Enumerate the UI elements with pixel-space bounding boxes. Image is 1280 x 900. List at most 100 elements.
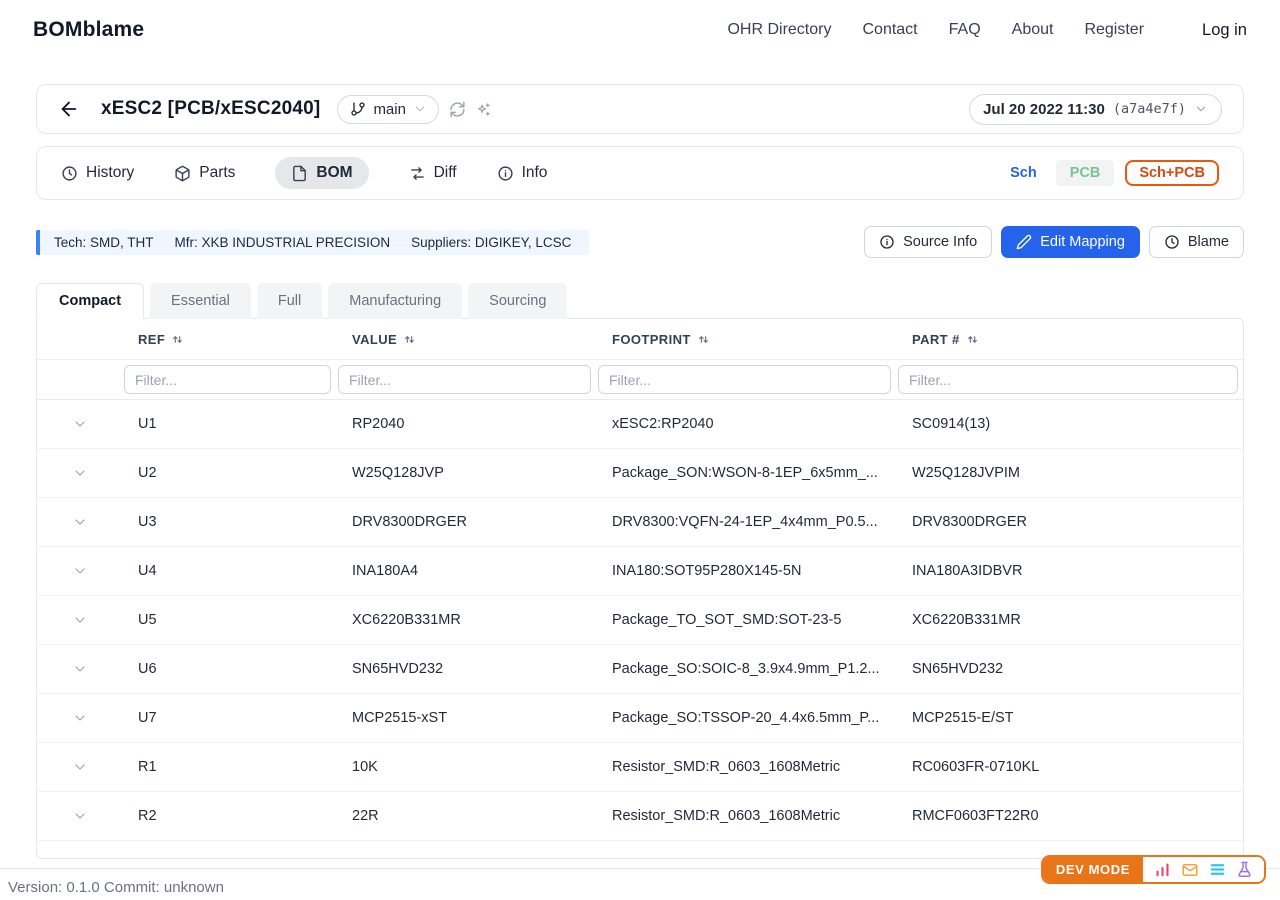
- table-row: U4 INA180A4 INA180:SOT95P280X145-5N INA1…: [37, 547, 1243, 596]
- cell-value: 22R: [352, 808, 379, 824]
- cell-part: RMCF0603FT22R0: [896, 857, 1243, 858]
- view-tab-sourcing[interactable]: Sourcing: [468, 283, 568, 319]
- blame-button[interactable]: Blame: [1148, 226, 1244, 258]
- sort-icon[interactable]: [697, 333, 710, 346]
- info-icon: [880, 235, 894, 249]
- branch-selector[interactable]: main: [337, 94, 439, 124]
- branch-name: main: [373, 100, 406, 118]
- ref-filter-input[interactable]: [124, 365, 331, 394]
- project-header-card: xESC2 [PCB/xESC2040] main Jul 20 2022 11…: [36, 84, 1244, 134]
- action-buttons: Source Info Edit Mapping Blame: [864, 226, 1244, 258]
- row-expand-chevron-icon[interactable]: [37, 465, 122, 481]
- info-icon: [497, 165, 513, 181]
- cell-footprint: xESC2:RP2040: [612, 416, 714, 432]
- meta-row: Tech: SMD, THT Mfr: XKB INDUSTRIAL PRECI…: [36, 226, 1244, 258]
- table-row: U2 W25Q128JVP Package_SON:WSON-8-1EP_6x5…: [37, 449, 1243, 498]
- pcb-view-button[interactable]: PCB: [1055, 160, 1115, 186]
- cell-part: W25Q128JVPIM: [912, 465, 1020, 481]
- cell-value: SN65HVD232: [352, 661, 444, 677]
- row-expand-chevron-icon[interactable]: [37, 759, 122, 775]
- cell-footprint: Resistor_SMD:R_0603_1608Metric: [596, 857, 896, 858]
- row-expand-chevron-icon[interactable]: [37, 514, 122, 530]
- cell-part: DRV8300DRGER: [912, 514, 1027, 530]
- tab-history[interactable]: History: [61, 157, 134, 189]
- top-nav: BOMblame OHR Directory Contact FAQ About…: [0, 0, 1280, 60]
- view-tab-compact[interactable]: Compact: [36, 283, 145, 319]
- view-tab-essential[interactable]: Essential: [150, 283, 251, 319]
- nav-link-contact[interactable]: Contact: [862, 21, 918, 38]
- column-header-value[interactable]: VALUE: [336, 332, 596, 347]
- tab-diff[interactable]: Diff: [409, 157, 457, 189]
- cell-footprint: Package_TO_SOT_SMD:SOT-23-5: [612, 612, 842, 628]
- sch-pcb-view-button[interactable]: Sch+PCB: [1125, 160, 1219, 186]
- row-expand-chevron-icon[interactable]: [37, 612, 122, 628]
- view-tab-manufacturing[interactable]: Manufacturing: [328, 283, 463, 319]
- row-expand-chevron-icon[interactable]: [37, 808, 122, 824]
- refresh-icon[interactable]: [449, 101, 466, 118]
- cell-part: INA180A3IDBVR: [912, 563, 1023, 579]
- sch-view-button[interactable]: Sch: [1010, 165, 1037, 181]
- table-row: U1 RP2040 xESC2:RP2040 SC0914(13): [37, 400, 1243, 449]
- cell-part: SC0914(13): [912, 416, 991, 432]
- back-arrow-icon[interactable]: [58, 98, 80, 120]
- pencil-icon: [1016, 234, 1032, 250]
- cell-ref: U6: [138, 661, 157, 677]
- cell-ref: U2: [138, 465, 157, 481]
- nav-link-ohr-directory[interactable]: OHR Directory: [727, 21, 832, 38]
- footprint-filter-input[interactable]: [598, 365, 891, 394]
- row-expand-chevron-icon[interactable]: [37, 710, 122, 726]
- file-icon: [293, 165, 307, 181]
- envelope-icon[interactable]: [1181, 861, 1199, 879]
- row-expand-chevron-icon[interactable]: [37, 661, 122, 677]
- row-expand-chevron-icon[interactable]: [37, 857, 122, 858]
- cell-footprint: Resistor_SMD:R_0603_1608Metric: [612, 808, 841, 824]
- section-tabs: History Parts BOM Diff Info: [61, 157, 547, 189]
- stacked-lines-icon[interactable]: [1209, 861, 1226, 878]
- dev-mode-label: DEV MODE: [1042, 857, 1143, 882]
- cell-part: SN65HVD232: [912, 661, 1004, 677]
- table-filter-row: [37, 360, 1243, 400]
- meta-suppliers: Suppliers: DIGIKEY, LCSC: [411, 234, 572, 250]
- tab-bom[interactable]: BOM: [275, 157, 369, 189]
- part-filter-input[interactable]: [898, 365, 1238, 394]
- cell-value: INA180A4: [352, 563, 419, 579]
- nav-link-about[interactable]: About: [1011, 21, 1054, 38]
- source-info-button[interactable]: Source Info: [864, 226, 993, 258]
- cell-value: XC6220B331MR: [352, 612, 461, 628]
- cell-value: 10K: [352, 759, 378, 775]
- brand-logo[interactable]: BOMblame: [33, 18, 145, 41]
- cell-ref: U1: [138, 416, 157, 432]
- nav-link-faq[interactable]: FAQ: [948, 21, 981, 38]
- sort-icon[interactable]: [403, 333, 416, 346]
- column-header-ref[interactable]: REF: [122, 332, 336, 347]
- table-row: U6 SN65HVD232 Package_SO:SOIC-8_3.9x4.9m…: [37, 645, 1243, 694]
- sort-icon[interactable]: [171, 333, 184, 346]
- chevron-down-icon: [1194, 102, 1208, 116]
- tab-info[interactable]: Info: [497, 157, 547, 189]
- sparkles-icon[interactable]: [475, 101, 492, 118]
- value-filter-input[interactable]: [338, 365, 591, 394]
- flask-icon[interactable]: [1236, 861, 1253, 878]
- table-row: R2 22R Resistor_SMD:R_0603_1608Metric RM…: [37, 792, 1243, 841]
- table-row: U7 MCP2515-xST Package_SO:TSSOP-20_4.4x6…: [37, 694, 1243, 743]
- commit-selector[interactable]: Jul 20 2022 11:30 (a7a4e7f): [969, 93, 1222, 125]
- login-link[interactable]: Log in: [1202, 20, 1247, 39]
- row-expand-chevron-icon[interactable]: [37, 563, 122, 579]
- sort-icon[interactable]: [966, 333, 979, 346]
- column-header-part[interactable]: PART #: [896, 332, 1243, 347]
- clock-icon: [62, 165, 77, 181]
- bar-chart-icon[interactable]: [1154, 861, 1171, 878]
- view-tab-full[interactable]: Full: [256, 283, 323, 319]
- edit-mapping-button[interactable]: Edit Mapping: [1001, 226, 1140, 258]
- nav-link-register[interactable]: Register: [1084, 21, 1145, 38]
- cell-footprint: Package_SO:TSSOP-20_4.4x6.5mm_P...: [612, 710, 880, 726]
- version-text: Version: 0.1.0 Commit: unknown: [8, 879, 224, 896]
- bom-table: REF VALUE FOOTPRINT PART #: [36, 318, 1244, 859]
- dev-mode-tools: [1143, 857, 1264, 882]
- diff-arrows-icon: [410, 166, 424, 180]
- chevron-down-icon: [413, 102, 427, 116]
- column-header-footprint[interactable]: FOOTPRINT: [596, 332, 896, 347]
- cell-ref: R3: [122, 857, 336, 858]
- tab-parts[interactable]: Parts: [174, 157, 235, 189]
- row-expand-chevron-icon[interactable]: [37, 416, 122, 432]
